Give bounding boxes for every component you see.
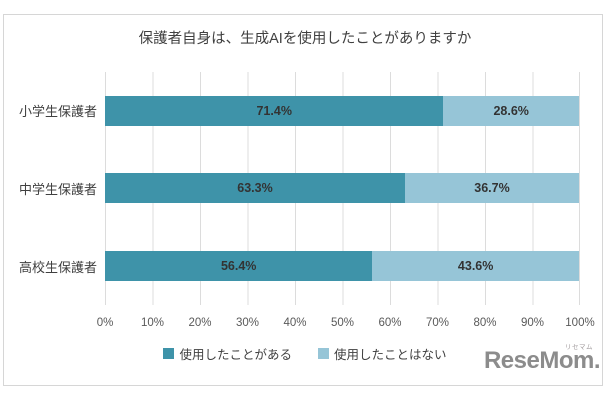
x-tick-label: 0% bbox=[96, 317, 114, 329]
bar-segment: 56.4% bbox=[105, 251, 373, 282]
stacked-bar: 63.3% 36.7% bbox=[105, 173, 579, 204]
data-label: 71.4% bbox=[256, 103, 292, 118]
data-label: 63.3% bbox=[237, 181, 273, 196]
bar-segment: 28.6% bbox=[443, 95, 579, 126]
bar-segment: 43.6% bbox=[372, 251, 579, 282]
legend-item: 使用したことがある bbox=[163, 344, 292, 363]
data-label: 43.6% bbox=[457, 259, 494, 274]
y-axis-label: 高校生保護者 bbox=[18, 259, 97, 275]
x-tick-label: 90% bbox=[520, 317, 545, 329]
resemom-logo-ruby: リセマム bbox=[565, 344, 593, 351]
bar-segment: 71.4% bbox=[105, 95, 444, 126]
y-axis-labels: 小学生保護者 中学生保護者 高校生保護者 bbox=[0, 72, 97, 305]
legend: 使用したことがある 使用したことはない bbox=[0, 344, 610, 363]
resemom-logo-text: ReseMom. bbox=[483, 347, 601, 374]
bar-row: 71.4% 28.6% bbox=[105, 72, 579, 150]
bar-row: 56.4% 43.6% bbox=[105, 227, 579, 305]
x-tick-label: 70% bbox=[425, 317, 450, 329]
x-tick-label: 60% bbox=[378, 317, 402, 329]
stacked-bar: 56.4% 43.6% bbox=[105, 251, 579, 282]
x-tick-label: 20% bbox=[188, 317, 212, 329]
legend-label: 使用したことはない bbox=[334, 348, 447, 362]
y-axis-label: 小学生保護者 bbox=[18, 104, 97, 120]
bar-segment: 36.7% bbox=[405, 173, 579, 204]
legend-label: 使用したことがある bbox=[179, 348, 292, 362]
data-label: 36.7% bbox=[474, 181, 510, 196]
resemom-logo: ReseMom. リセマム bbox=[483, 344, 601, 374]
bar-segment: 63.3% bbox=[105, 173, 406, 204]
stacked-bar: 71.4% 28.6% bbox=[105, 95, 579, 126]
plot-area: 71.4% 28.6% 63.3% 36.7% 56.4% 43.6% bbox=[105, 72, 580, 305]
y-axis-label: 中学生保護者 bbox=[18, 181, 97, 197]
x-tick-label: 40% bbox=[283, 317, 307, 329]
data-label: 56.4% bbox=[220, 259, 257, 274]
plot-rows: 71.4% 28.6% 63.3% 36.7% 56.4% 43.6% bbox=[105, 72, 579, 305]
data-label: 28.6% bbox=[493, 103, 529, 118]
legend-item: 使用したことはない bbox=[318, 344, 447, 363]
x-axis: 0% 10% 20% 30% 40% 50% 60% 70% 80% 90% 100% bbox=[97, 317, 595, 333]
x-tick-label: 10% bbox=[140, 317, 165, 329]
x-tick-label: 50% bbox=[330, 317, 355, 329]
chart-title: 保護者自身は、生成AIを使用したことがありますか bbox=[138, 31, 472, 47]
x-tick-label: 80% bbox=[473, 317, 497, 329]
x-tick-label: 100% bbox=[565, 317, 595, 329]
legend-swatch bbox=[163, 348, 175, 359]
legend-swatch bbox=[318, 348, 329, 359]
x-tick-label: 30% bbox=[235, 317, 260, 329]
bar-row: 63.3% 36.7% bbox=[105, 150, 579, 228]
